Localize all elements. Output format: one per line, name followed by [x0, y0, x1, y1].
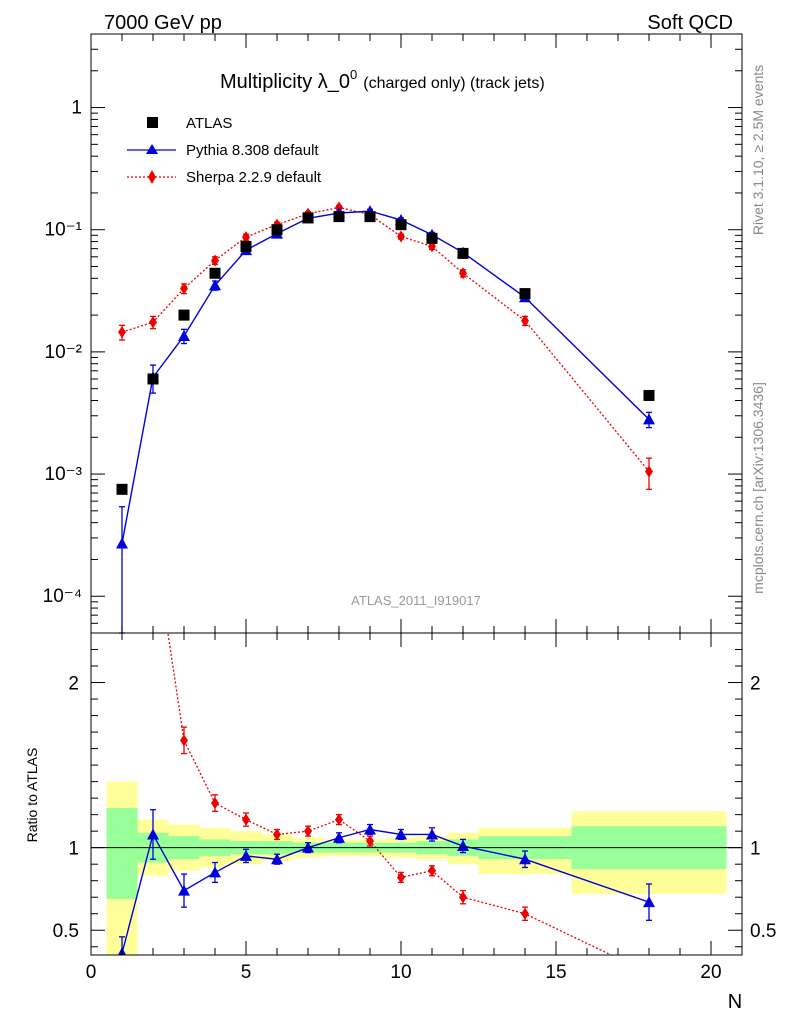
legend-pythia-marker: [146, 144, 158, 154]
legend-atlas-label: ATLAS: [186, 115, 232, 132]
sherpa-line: [121, 206, 650, 472]
ratio-clipped-marks: [117, 528, 655, 979]
main-y-tick-label: 1: [71, 98, 82, 119]
sherpa-ratio-point: [459, 891, 467, 904]
sherpa-ratio-point: [645, 967, 653, 979]
atlas-point: [519, 288, 531, 300]
sherpa-ratio-point: [180, 734, 188, 747]
ratio-y-tick-label-right: 2: [750, 674, 761, 695]
sherpa-point: [180, 282, 188, 295]
sherpa-point: [521, 314, 529, 327]
pythia-ratio-point: [364, 823, 376, 835]
pythia-point: [209, 279, 221, 291]
legend-sherpa-label: Sherpa 2.2.9 default: [186, 169, 322, 186]
header-left-label: 7000 GeV pp: [104, 12, 222, 34]
pythia-point: [116, 537, 128, 549]
atlas-point: [178, 309, 190, 321]
sherpa-point: [242, 231, 250, 244]
pythia-ratio-point: [147, 828, 159, 840]
sherpa-point: [118, 326, 126, 339]
atlas-point: [271, 224, 283, 236]
sherpa-ratio-point: [304, 825, 312, 838]
ratio-y-tick-label: 2: [68, 674, 79, 695]
analysis-watermark: ATLAS_2011_I919017: [351, 593, 481, 608]
legend-pythia-label: Pythia 8.308 default: [186, 142, 319, 159]
sherpa-point: [149, 316, 157, 329]
atlas-point: [302, 212, 314, 224]
pythia-ratio-point: [643, 896, 655, 908]
atlas-point: [426, 232, 438, 244]
atlas-point: [240, 240, 252, 252]
sherpa-ratio-point: [521, 907, 529, 920]
x-tick-label: 15: [545, 962, 566, 983]
x-tick-label: 10: [390, 962, 411, 983]
sherpa-point: [459, 267, 467, 280]
x-axis-label: N: [728, 991, 742, 1013]
x-tick-label: 5: [241, 962, 252, 983]
ratio-y-tick-label: 0.5: [53, 921, 79, 942]
ratio-y-tick-label: 1: [68, 839, 79, 860]
ratio-band-inner: [106, 808, 138, 899]
ratio-y-tick-label-right: 0.5: [750, 921, 776, 942]
ratio-panel-marks: [91, 528, 742, 979]
pythia-ratio-point: [333, 831, 345, 843]
sherpa-ratio-point: [149, 528, 157, 540]
main-y-tick-label: 10⁻⁴: [43, 586, 82, 607]
pythia-ratio-point: [178, 884, 190, 896]
ratio-uncertainty-bands: [106, 781, 727, 955]
header-right-label: Soft QCD: [647, 12, 733, 34]
pythia-ratio-line: [121, 828, 650, 954]
sherpa-ratio-point: [428, 864, 436, 877]
pythia-ratio-point: [240, 849, 252, 861]
sherpa-ratio-point: [273, 828, 281, 841]
legend: ATLAS Pythia 8.308 default Sherpa 2.2.9 …: [127, 115, 322, 186]
atlas-point: [116, 483, 128, 495]
x-tick-label: 0: [86, 962, 97, 983]
sherpa-point: [397, 230, 405, 243]
axes-group: 1 10⁻¹ 10⁻² 10⁻³ 10⁻⁴ 0 5 10 15 20 0.5 0.5 1 1 2 2: [43, 33, 776, 983]
atlas-point: [457, 247, 469, 259]
rivet-version-label: Rivet 3.1.10, ≥ 2.5M events: [750, 65, 766, 235]
ratio-panel-frame: [90, 632, 743, 956]
ratio-y-tick-label-right: 1: [750, 839, 761, 860]
sherpa-point: [645, 465, 653, 478]
atlas-point: [147, 373, 159, 385]
atlas-point: [643, 389, 655, 401]
pythia-ratio-point: [426, 828, 438, 840]
main-y-tick-label: 10⁻¹: [45, 220, 83, 241]
pythia-line: [121, 210, 650, 544]
main-y-tick-label: 10⁻²: [45, 342, 83, 363]
sherpa-ratio-point: [366, 835, 374, 848]
x-tick-label: 20: [700, 962, 721, 983]
source-url-label: mcplots.cern.ch [arXiv:1306.3436]: [750, 382, 766, 594]
legend-atlas-marker: [147, 117, 158, 128]
pythia-ratio-point: [519, 853, 531, 865]
pythia-point: [178, 329, 190, 341]
sherpa-ratio-point: [211, 797, 219, 810]
pythia-ratio-point: [457, 840, 469, 852]
sherpa-ratio-point: [242, 813, 250, 826]
plot-title: Multiplicity λ_00(charged only) (track j…: [220, 67, 545, 93]
atlas-point: [333, 211, 345, 223]
pythia-ratio-point: [395, 828, 407, 840]
atlas-point: [364, 211, 376, 223]
ratio-y-axis-label: Ratio to ATLAS: [24, 748, 40, 843]
legend-sherpa-marker: [148, 170, 156, 184]
sherpa-ratio-point: [397, 871, 405, 884]
main-y-tick-label: 10⁻³: [45, 464, 83, 485]
atlas-point: [209, 267, 221, 279]
atlas-point: [395, 219, 407, 231]
pythia-ratio-point: [271, 853, 283, 865]
pythia-ratio-point: [209, 866, 221, 878]
main-panel-marks: [116, 201, 655, 634]
pythia-point: [643, 413, 655, 425]
sherpa-point: [211, 254, 219, 267]
sherpa-ratio-point: [335, 813, 343, 826]
